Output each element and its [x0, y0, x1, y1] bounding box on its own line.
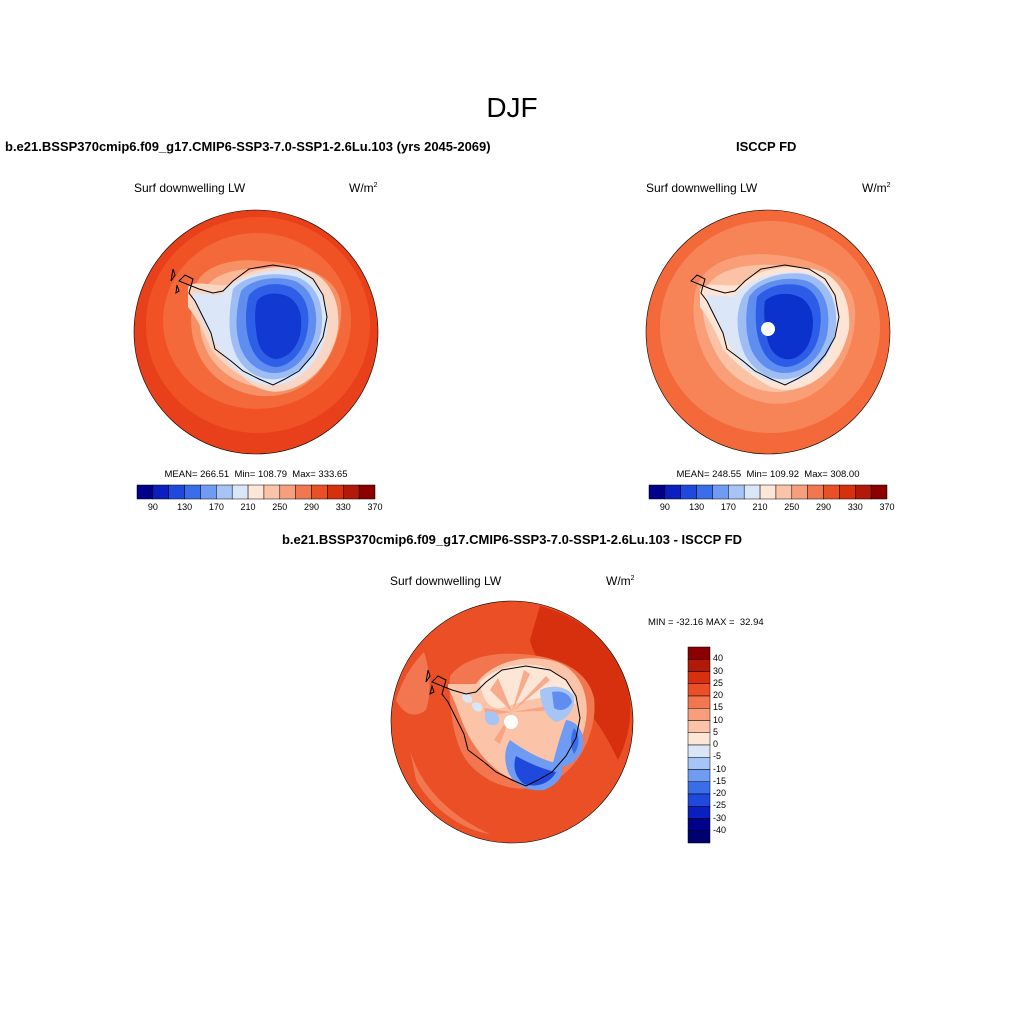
diff-polar-map	[390, 600, 634, 844]
colorbar-swatch	[743, 484, 761, 500]
diff-colorbar-ticks: 40 30 25 20 15 10 5 0 -5 -10 -15 -20 -25 -30 -40	[713, 647, 753, 843]
right-colorbar-ticks: 90 130 170 210 250 290 330 370	[649, 502, 895, 514]
colorbar-tick-label: 210	[240, 502, 256, 512]
colorbar-tick-label: 90	[659, 502, 670, 512]
colorbar-tick-label: 250	[784, 502, 800, 512]
colorbar-tick-label: 290	[304, 502, 320, 512]
colorbar-tick-label: 90	[147, 502, 158, 512]
colorbar-tick-label: 0	[713, 739, 719, 749]
right-stats-label: MEAN= 248.55 Min= 109.92 Max= 308.00	[676, 469, 860, 480]
colorbar-swatch	[687, 720, 711, 733]
diff-variable-label: Surf downwelling LW	[390, 574, 502, 588]
colorbar-swatch	[687, 671, 711, 684]
colorbar-tick-label: -15	[713, 775, 727, 786]
diff-minmax-label: MIN = -32.16 MAX = 32.94	[648, 617, 764, 628]
colorbar-tick-label: 10	[713, 714, 724, 725]
left-colorbar	[136, 484, 376, 500]
colorbar-swatch	[687, 744, 711, 758]
diff-panel-title: b.e21.BSSP370cmip6.f09_g17.CMIP6-SSP3-7.…	[281, 532, 742, 547]
left-variable-label: Surf downwelling LW	[134, 181, 246, 195]
colorbar-swatch	[696, 484, 713, 500]
colorbar-tick-label: 30	[713, 665, 724, 676]
colorbar-swatch	[680, 484, 697, 500]
colorbar-tick-label: 330	[847, 502, 863, 512]
colorbar-tick-label: 170	[208, 502, 224, 512]
colorbar-swatch	[870, 484, 888, 500]
diff-units-label: W/m2	[606, 574, 635, 588]
colorbar-swatch	[687, 732, 711, 746]
colorbar-tick-label: 25	[713, 677, 724, 688]
colorbar-tick-label: 130	[177, 502, 193, 512]
colorbar-swatch	[648, 484, 666, 500]
colorbar-swatch	[687, 806, 711, 819]
colorbar-swatch	[168, 484, 185, 500]
colorbar-swatch	[712, 484, 729, 500]
colorbar-swatch	[687, 757, 711, 770]
colorbar-swatch	[184, 484, 201, 500]
colorbar-tick-label: 250	[272, 502, 288, 512]
figure-title: DJF	[486, 92, 538, 123]
colorbar-swatch	[759, 484, 777, 500]
right-variable-label: Surf downwelling LW	[646, 181, 758, 195]
right-colorbar	[648, 484, 888, 500]
colorbar-swatch	[311, 484, 328, 500]
colorbar-swatch	[279, 484, 296, 500]
colorbar-swatch	[247, 484, 265, 500]
colorbar-tick-label: -10	[713, 763, 727, 774]
colorbar-swatch	[358, 484, 376, 500]
colorbar-swatch	[687, 708, 711, 721]
left-colorbar-ticks: 90 130 170 210 250 290 330 370	[137, 502, 383, 514]
colorbar-swatch	[664, 484, 681, 500]
colorbar-swatch	[295, 484, 312, 500]
colorbar-swatch	[823, 484, 840, 500]
colorbar-swatch	[839, 484, 856, 500]
colorbar-swatch	[216, 484, 233, 500]
colorbar-swatch	[136, 484, 154, 500]
colorbar-swatch	[687, 818, 711, 831]
colorbar-tick-label: -5	[713, 751, 722, 762]
colorbar-swatch	[687, 830, 711, 844]
colorbar-tick-label: -30	[713, 812, 727, 823]
right-panel-title: ISCCP FD	[736, 139, 797, 154]
left-units-label: W/m2	[349, 181, 378, 195]
left-polar-map	[133, 209, 379, 455]
colorbar-tick-label: -25	[713, 800, 727, 811]
colorbar-tick-label: 20	[713, 690, 724, 700]
colorbar-tick-label: 15	[713, 702, 724, 713]
colorbar-tick-label: 290	[816, 502, 832, 512]
colorbar-swatch	[687, 646, 711, 660]
right-units-label: W/m2	[862, 181, 891, 195]
right-polar-map	[645, 209, 891, 455]
colorbar-swatch	[687, 793, 711, 807]
left-stats-label: MEAN= 266.51 Min= 108.79 Max= 333.65	[164, 469, 348, 480]
colorbar-swatch	[687, 695, 711, 709]
colorbar-tick-label: -40	[713, 824, 727, 835]
colorbar-tick-label: 210	[752, 502, 768, 512]
colorbar-tick-label: 330	[335, 502, 351, 512]
colorbar-swatch	[791, 484, 808, 500]
colorbar-swatch	[728, 484, 745, 500]
colorbar-swatch	[855, 484, 872, 500]
colorbar-swatch	[231, 484, 249, 500]
colorbar-swatch	[152, 484, 169, 500]
colorbar-tick-label: -20	[713, 788, 727, 798]
colorbar-swatch	[687, 769, 711, 782]
colorbar-swatch	[327, 484, 344, 500]
colorbar-swatch	[687, 781, 711, 795]
colorbar-tick-label: 130	[689, 502, 705, 512]
colorbar-swatch	[807, 484, 824, 500]
colorbar-tick-label: 370	[367, 502, 383, 512]
colorbar-swatch	[343, 484, 360, 500]
colorbar-tick-label: 170	[720, 502, 736, 512]
colorbar-swatch	[775, 484, 793, 500]
colorbar-swatch	[687, 659, 711, 672]
diff-colorbar	[687, 646, 711, 844]
left-panel-title: b.e21.BSSP370cmip6.f09_g17.CMIP6-SSP3-7.…	[5, 139, 491, 154]
colorbar-tick-label: 40	[713, 653, 724, 664]
colorbar-swatch	[687, 683, 711, 697]
colorbar-tick-label: 5	[713, 726, 719, 737]
colorbar-tick-label: 370	[879, 502, 895, 512]
colorbar-swatch	[263, 484, 281, 500]
colorbar-swatch	[200, 484, 217, 500]
